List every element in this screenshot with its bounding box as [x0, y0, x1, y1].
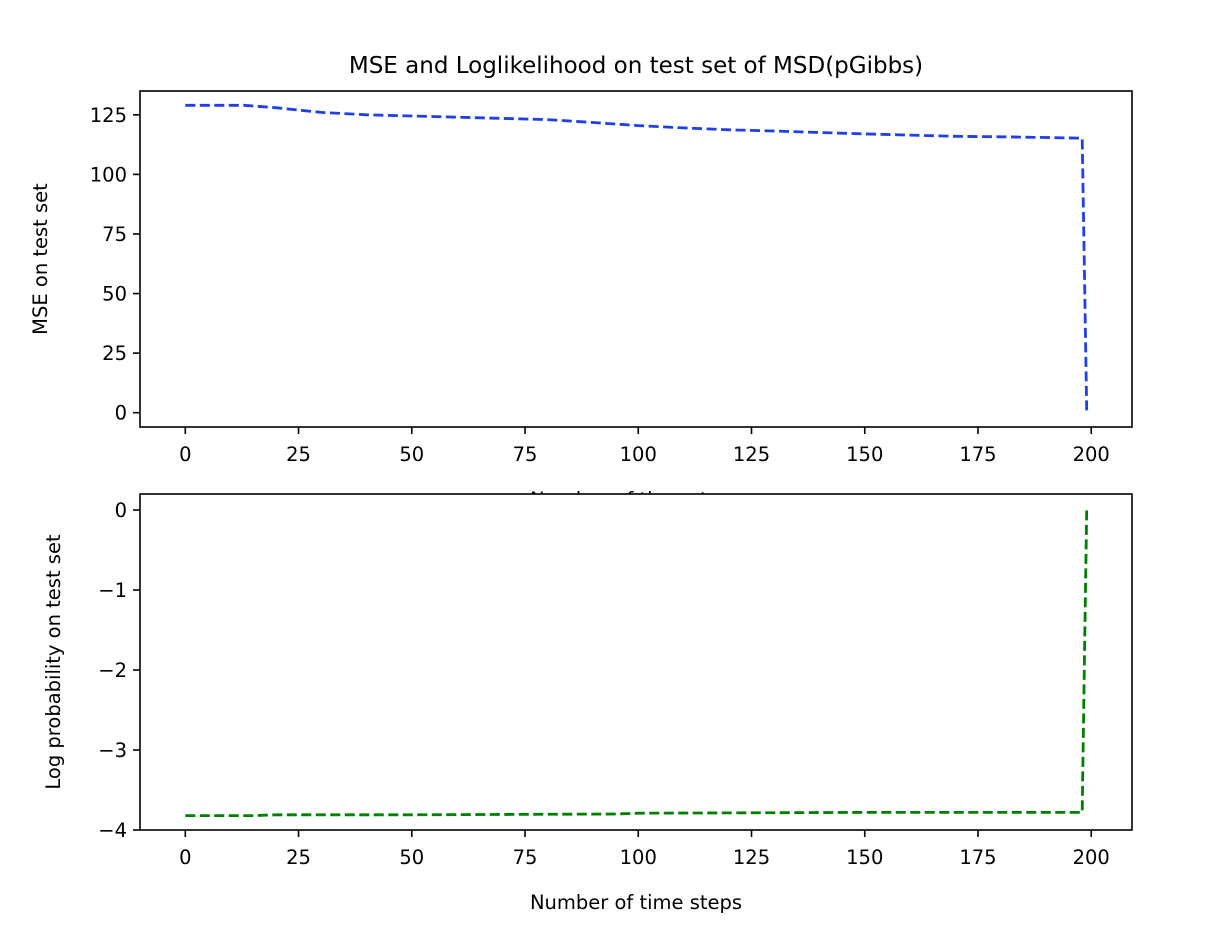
series-line-2-1	[185, 509, 1089, 817]
x-tick-label-2-7: 175	[959, 846, 996, 869]
x-tick-label-1-3: 75	[513, 443, 538, 466]
y-tick-label-1-0: 0	[115, 402, 127, 425]
x-tick-label-1-1: 25	[286, 443, 311, 466]
y-tick-label-2-0: 0	[115, 499, 127, 522]
x-tick-label-1-8: 200	[1073, 443, 1110, 466]
x-tick-label-2-5: 125	[733, 846, 770, 869]
x-tick-label-2-4: 100	[620, 846, 657, 869]
y-tick-label-2-3: −3	[98, 739, 127, 762]
axes-frame-2	[139, 493, 1133, 831]
y-tick-label-2-4: −4	[98, 819, 127, 842]
x-tick-label-2-2: 50	[399, 846, 424, 869]
subplot-2-background	[140, 494, 1132, 830]
x-axis-label-2: Number of time steps	[530, 891, 742, 914]
chart-title: MSE and Loglikelihood on test set of MSD…	[349, 53, 923, 79]
x-tick-label-1-7: 175	[959, 443, 996, 466]
x-tick-label-2-0: 0	[179, 846, 191, 869]
plots: 0 25 50 75 100 125 150 175 200 0 25 50 75 100 125 MSE o…	[29, 90, 1133, 914]
y-axis-label-1: MSE on test set	[29, 183, 52, 335]
x-tick-label-2-8: 200	[1073, 846, 1110, 869]
x-tick-label-1-2: 50	[399, 443, 424, 466]
y-tick-label-1-3: 75	[102, 223, 127, 246]
x-tick-label-1-0: 0	[179, 443, 191, 466]
y-tick-label-1-1: 25	[102, 342, 127, 365]
x-tick-label-1-5: 125	[733, 443, 770, 466]
y-tick-label-1-4: 100	[90, 163, 127, 186]
x-tick-label-1-6: 150	[846, 443, 883, 466]
y-tick-label-1-2: 50	[102, 283, 127, 306]
y-tick-label-2-2: −2	[98, 659, 127, 682]
x-tick-label-2-6: 150	[846, 846, 883, 869]
y-axis-label-2: Log probability on test set	[42, 534, 65, 790]
axes-frame-1	[139, 90, 1133, 428]
x-tick-label-2-3: 75	[513, 846, 538, 869]
subplot-2: 0 25 50 75 100 125 150 175 200 0 −1 −2 −3 −4 Log proba…	[42, 493, 1133, 914]
x-tick-label-1-4: 100	[620, 443, 657, 466]
x-tick-label-2-1: 25	[286, 846, 311, 869]
y-tick-label-1-5: 125	[90, 104, 127, 127]
y-tick-label-2-1: −1	[98, 579, 127, 602]
